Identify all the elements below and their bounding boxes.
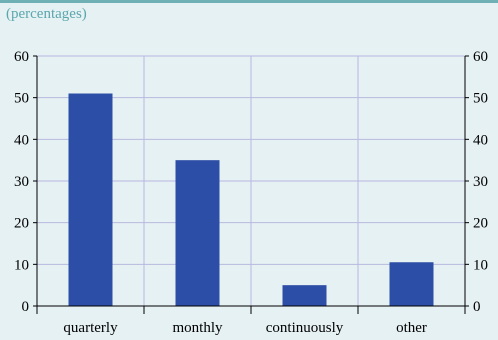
x-tick-label-other: other [396,320,427,336]
y-tick-label-right: 40 [473,132,488,148]
y-tick-label-left: 10 [14,257,29,273]
bar-monthly [175,160,220,306]
y-tick-label-right: 50 [473,91,488,107]
unit-label: (percentages) [6,6,87,22]
y-tick-label-left: 0 [22,299,30,315]
x-tick-label-monthly: monthly [172,320,223,336]
x-tick-label-continuously: continuously [266,320,344,336]
y-tick-label-left: 60 [14,49,29,65]
y-tick-label-right: 30 [473,174,488,190]
x-tick-label-quarterly: quarterly [63,320,118,336]
y-tick-label-left: 50 [14,91,29,107]
y-tick-label-left: 30 [14,174,29,190]
y-tick-label-left: 20 [14,216,29,232]
bar-other [389,262,434,306]
y-tick-label-right: 0 [473,299,481,315]
bar-quarterly [68,93,113,306]
top-accent-line [0,0,498,3]
y-tick-label-left: 40 [14,132,29,148]
y-tick-label-right: 10 [473,257,488,273]
y-tick-label-right: 20 [473,216,488,232]
y-tick-label-right: 60 [473,49,488,65]
bar-continuously [282,285,327,306]
